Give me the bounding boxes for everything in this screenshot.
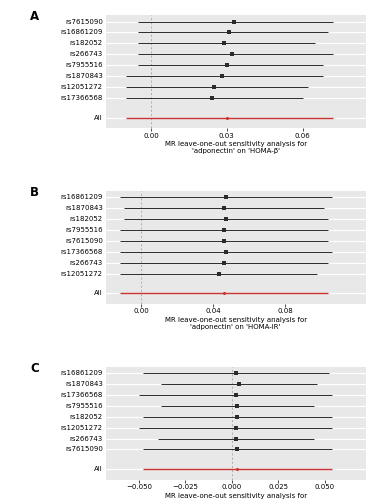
Text: B: B — [30, 186, 39, 200]
Text: C: C — [30, 362, 39, 375]
X-axis label: MR leave-one-out sensitivity analysis for
'adponectin' on 'HOMA-β': MR leave-one-out sensitivity analysis fo… — [165, 142, 307, 154]
Text: A: A — [30, 10, 39, 24]
X-axis label: MR leave-one-out sensitivity analysis for
'adponectin' on 'HOMA-IR': MR leave-one-out sensitivity analysis fo… — [165, 317, 307, 330]
X-axis label: MR leave-one-out sensitivity analysis for
'adponectin' on 'FG': MR leave-one-out sensitivity analysis fo… — [165, 493, 307, 500]
